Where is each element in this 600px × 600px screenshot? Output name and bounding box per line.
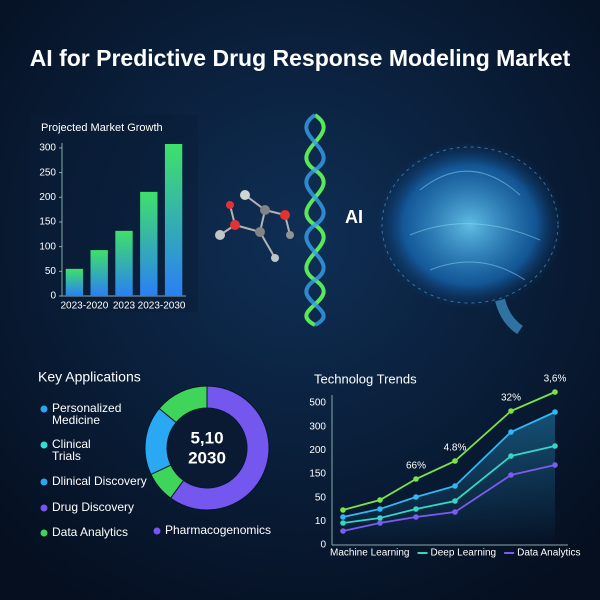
point bbox=[452, 483, 458, 489]
annotation: 3,6% bbox=[544, 374, 567, 385]
point bbox=[413, 476, 419, 482]
point bbox=[452, 509, 458, 515]
point bbox=[552, 409, 558, 415]
x-tick-label: 2023-2030 bbox=[138, 301, 186, 312]
legend-dot bbox=[40, 478, 48, 486]
point bbox=[340, 514, 346, 520]
legend-label: Trials bbox=[52, 449, 81, 463]
legend-label: Data Analytics bbox=[52, 525, 128, 539]
y-tick-label: 100 bbox=[39, 241, 56, 252]
bar bbox=[140, 191, 158, 296]
bar bbox=[164, 143, 183, 296]
point bbox=[377, 515, 383, 521]
y-tick-label: 200 bbox=[39, 192, 56, 203]
illustration bbox=[215, 113, 565, 335]
point bbox=[508, 408, 514, 414]
y-tick-label: 250 bbox=[39, 167, 56, 178]
annotation: 4.8% bbox=[444, 443, 467, 454]
bar bbox=[65, 268, 84, 296]
donut-segment bbox=[158, 385, 208, 424]
y-tick-label: 300 bbox=[39, 143, 56, 154]
legend-dot bbox=[153, 527, 161, 535]
donut-hole bbox=[168, 409, 246, 487]
legend-label: Medicine bbox=[52, 413, 100, 427]
point bbox=[340, 528, 346, 534]
y-tick-label: 50 bbox=[45, 266, 57, 277]
y-axis-label: 500 bbox=[309, 398, 326, 409]
legend-label: Pharmacogenomics bbox=[165, 523, 271, 537]
point bbox=[377, 497, 383, 503]
legend-label: Clinical bbox=[52, 437, 91, 451]
point bbox=[340, 507, 346, 513]
legend-label: Personalized bbox=[52, 401, 121, 415]
point bbox=[413, 514, 419, 520]
point bbox=[452, 498, 458, 504]
bar-chart-title: Projected Market Growth bbox=[41, 122, 163, 134]
legend-label: Data Analytics bbox=[517, 548, 580, 559]
y-axis-label: 150 bbox=[309, 469, 326, 480]
legend-label: Deep Learning bbox=[431, 548, 497, 559]
brain-outline bbox=[381, 146, 559, 304]
point bbox=[452, 458, 458, 464]
donut-center-text: 2030 bbox=[188, 448, 226, 467]
y-tick-label: 150 bbox=[39, 217, 56, 228]
series-line bbox=[342, 445, 556, 524]
legend-label: Dlinical Discovery bbox=[52, 474, 147, 488]
legend-dot bbox=[40, 504, 48, 512]
annotation: 32% bbox=[501, 393, 521, 404]
legend-dot bbox=[40, 405, 48, 413]
point bbox=[377, 520, 383, 526]
atoms bbox=[215, 190, 294, 262]
point bbox=[508, 429, 514, 435]
legend-dot bbox=[40, 529, 48, 537]
y-axis-label: 10 bbox=[315, 516, 327, 527]
y-axis-label: 200 bbox=[309, 445, 326, 456]
y-axis-label: 50 bbox=[315, 492, 327, 503]
brain-folds bbox=[409, 170, 541, 281]
annotation: 66% bbox=[406, 461, 426, 472]
x-tick-label: 2023-2020 bbox=[60, 301, 108, 312]
point bbox=[340, 520, 346, 526]
helix-strand bbox=[304, 113, 326, 327]
point bbox=[377, 506, 383, 512]
area-glow bbox=[343, 412, 555, 545]
point bbox=[413, 494, 419, 500]
x-tick-label: 2023 bbox=[113, 301, 136, 312]
legend-label: Drug Discovery bbox=[52, 500, 134, 514]
brain-stem bbox=[495, 298, 523, 335]
series-line bbox=[342, 391, 556, 511]
donut-segment bbox=[169, 385, 270, 511]
series-line bbox=[342, 411, 556, 518]
series-line bbox=[342, 464, 556, 532]
point bbox=[552, 462, 558, 468]
donut-center-text: 5,10 bbox=[190, 428, 223, 447]
bar bbox=[90, 250, 108, 296]
point bbox=[508, 453, 514, 459]
ai-label: AI bbox=[345, 207, 363, 227]
point bbox=[552, 443, 558, 449]
y-tick-label: 0 bbox=[50, 291, 56, 302]
y-axis-label: 300 bbox=[309, 421, 326, 432]
y-axis-label: 0 bbox=[320, 540, 326, 551]
bar bbox=[115, 230, 133, 296]
page-title: AI for Predictive Drug Response Modeling… bbox=[30, 45, 571, 71]
brain bbox=[375, 140, 565, 310]
point bbox=[552, 389, 558, 395]
legend-dot bbox=[40, 441, 48, 449]
point bbox=[508, 472, 514, 478]
point bbox=[413, 506, 419, 512]
line-chart-title: Technolog Trends bbox=[314, 371, 417, 386]
legend-label: Machine Learning bbox=[330, 548, 410, 559]
donut-title: Key Applications bbox=[38, 369, 141, 385]
